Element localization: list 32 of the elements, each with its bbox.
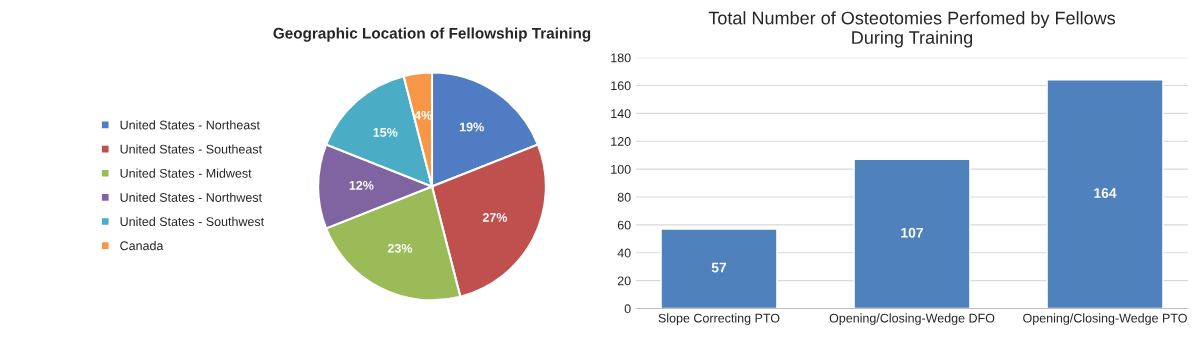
data-label: 57: [711, 262, 727, 273]
y-tick-label: 180: [611, 53, 631, 63]
bar: [660, 228, 778, 309]
y-tick-label: 20: [617, 276, 631, 286]
legend-label: Canada: [120, 241, 164, 251]
x-tick-label: Opening/Closing-Wedge DFO: [829, 313, 995, 325]
legend-label: United States - Northwest: [120, 192, 262, 202]
data-label: 107: [901, 227, 923, 238]
data-label: 12%: [349, 180, 374, 190]
y-tick-label: 40: [617, 248, 631, 258]
y-tick-label: 0: [624, 304, 631, 314]
data-label: 23%: [387, 243, 413, 253]
data-label: 15%: [373, 128, 398, 137]
data-label: 27%: [482, 213, 508, 222]
data-label: 164: [1094, 188, 1117, 198]
chart-title: Total Number of Osteotomies Perfomed by Fellows During Training: [708, 11, 1116, 48]
x-tick-label: Slope Correcting PTO: [658, 313, 780, 325]
legend-label: United States - Southwest: [120, 216, 265, 227]
y-tick-label: 80: [617, 192, 631, 202]
data-label: 19%: [459, 122, 484, 132]
chart-title: Geographic Location of Fellowship Training: [273, 27, 591, 42]
bar: [1046, 79, 1164, 309]
legend-label: United States - Southeast: [120, 144, 262, 154]
y-tick-label: 140: [611, 109, 631, 119]
x-tick-label: Opening/Closing-Wedge PTO: [1023, 313, 1187, 325]
legend-label: United States - Northeast: [120, 120, 260, 130]
y-tick-label: 120: [611, 137, 631, 146]
bar: [853, 158, 971, 309]
y-tick-label: 100: [611, 164, 631, 174]
y-tick-label: 60: [617, 220, 631, 230]
legend-label: United States - Midwest: [120, 168, 252, 178]
y-tick-label: 160: [611, 81, 631, 91]
